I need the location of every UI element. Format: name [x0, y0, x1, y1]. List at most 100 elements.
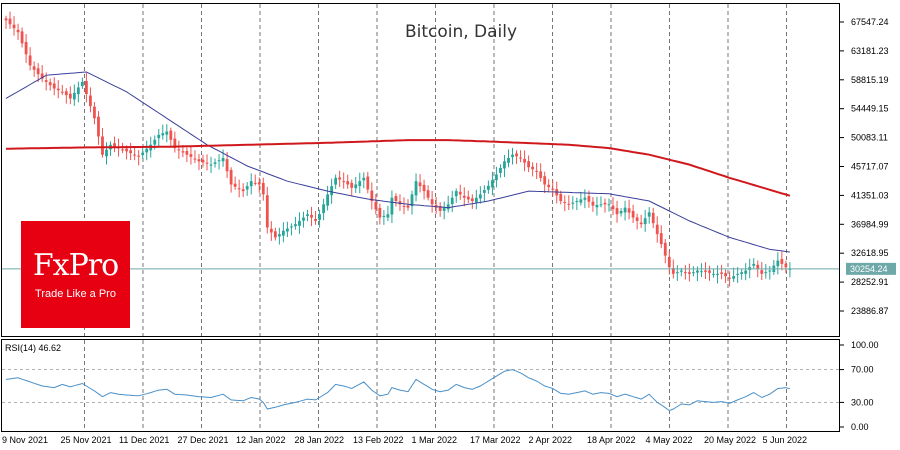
x-tick-label: 9 Nov 2021: [2, 435, 48, 445]
candle-body: [237, 188, 241, 190]
rsi-tick-label: 30.00: [851, 397, 874, 407]
candle-body: [615, 208, 619, 215]
candle-body: [326, 194, 329, 206]
candle-body: [101, 136, 104, 155]
candle-body: [318, 214, 321, 220]
candle-body: [619, 210, 623, 214]
candle-body: [157, 134, 161, 139]
candle-body: [277, 234, 281, 237]
candle-body: [390, 197, 394, 215]
candle-body: [153, 139, 157, 145]
candle-body: [89, 95, 92, 107]
candle-body: [667, 256, 671, 268]
y-tick-label: 67547.24: [851, 17, 889, 27]
chart-title: Bitcoin, Daily: [405, 22, 517, 42]
rsi-tick-label: 0.00: [851, 422, 869, 432]
y-tick-label: 28252.91: [851, 277, 889, 287]
y-tick-label: 50083.11: [851, 133, 888, 143]
candle-body: [286, 228, 289, 232]
candle-body: [527, 161, 530, 168]
candle-body: [245, 186, 249, 190]
candle-body: [458, 191, 462, 195]
candle-body: [113, 143, 116, 147]
candle-body: [515, 153, 518, 157]
candle-body: [4, 18, 8, 21]
candle-body: [129, 150, 133, 154]
candle-body: [611, 205, 615, 210]
candle-body: [241, 189, 245, 192]
candle-body: [273, 231, 277, 238]
y-tick-label: 41351.03: [851, 190, 889, 200]
candle-body: [229, 169, 233, 185]
candle-body: [487, 185, 490, 190]
candle-body: [454, 191, 458, 197]
candle-body: [382, 215, 386, 217]
candle-body: [418, 182, 422, 187]
x-tick-label: 5 Jun 2022: [763, 435, 808, 445]
rsi-label: RSI(14) 46.62: [5, 343, 61, 353]
x-tick-label: 2 Apr 2022: [529, 435, 573, 445]
candle-body: [253, 182, 257, 184]
candle-body: [627, 208, 631, 213]
candle-body: [756, 264, 760, 269]
candle-body: [394, 196, 398, 202]
candle-body: [587, 196, 591, 202]
candle-body: [631, 211, 635, 218]
candle-body: [28, 55, 32, 66]
candle-body: [374, 202, 378, 210]
candle-body: [442, 207, 446, 211]
candle-body: [265, 195, 269, 228]
candle-body: [426, 190, 430, 198]
candle-body: [579, 199, 583, 203]
candle-body: [535, 170, 539, 172]
candle-body: [595, 205, 599, 208]
candle-body: [97, 116, 100, 137]
candle-body: [402, 205, 406, 207]
candle-body: [40, 73, 44, 79]
candle-body: [623, 207, 627, 213]
candle-body: [768, 270, 772, 272]
candle-body: [141, 152, 145, 156]
candle-body: [491, 180, 494, 188]
y-tick-label: 54449.15: [851, 104, 889, 114]
candle-body: [85, 81, 88, 95]
candle-body: [354, 184, 358, 189]
last-price-label: 30254.24: [846, 262, 896, 275]
candle-body: [696, 270, 699, 273]
candle-body: [700, 271, 703, 273]
candle-body: [688, 272, 691, 274]
candle-body: [221, 158, 225, 162]
candle-body: [64, 91, 68, 96]
candle-body: [358, 181, 362, 187]
candle-body: [599, 204, 603, 206]
candle-body: [567, 203, 571, 205]
candle-body: [679, 270, 683, 272]
candle-body: [495, 174, 498, 181]
candle-body: [470, 198, 474, 202]
candle-body: [334, 177, 338, 185]
fxpro-logo: FxPro Trade Like a Pro: [21, 221, 130, 328]
candle-body: [559, 193, 563, 202]
candle-body: [643, 218, 647, 224]
candle-body: [209, 164, 213, 166]
candle-body: [547, 184, 551, 188]
candle-body: [233, 183, 237, 187]
candle-body: [20, 31, 24, 44]
candle-body: [177, 149, 181, 151]
x-tick-label: 20 May 2022: [704, 435, 756, 445]
candle-body: [450, 197, 454, 205]
candle-body: [133, 154, 137, 156]
rsi-line: [5, 369, 791, 412]
y-tick-label: 63181.23: [851, 46, 889, 56]
candle-body: [704, 270, 707, 272]
rsi-panel: [1, 339, 840, 432]
candle-body: [659, 233, 663, 245]
rsi-tick-label: 70.00: [851, 365, 874, 375]
logo-brand: FxPro: [32, 247, 119, 283]
candle-body: [639, 222, 643, 225]
candle-body: [784, 263, 788, 268]
candle-body: [370, 190, 374, 202]
last-price-label-bg: [846, 262, 896, 275]
x-tick-label: 27 Dec 2021: [178, 435, 229, 445]
